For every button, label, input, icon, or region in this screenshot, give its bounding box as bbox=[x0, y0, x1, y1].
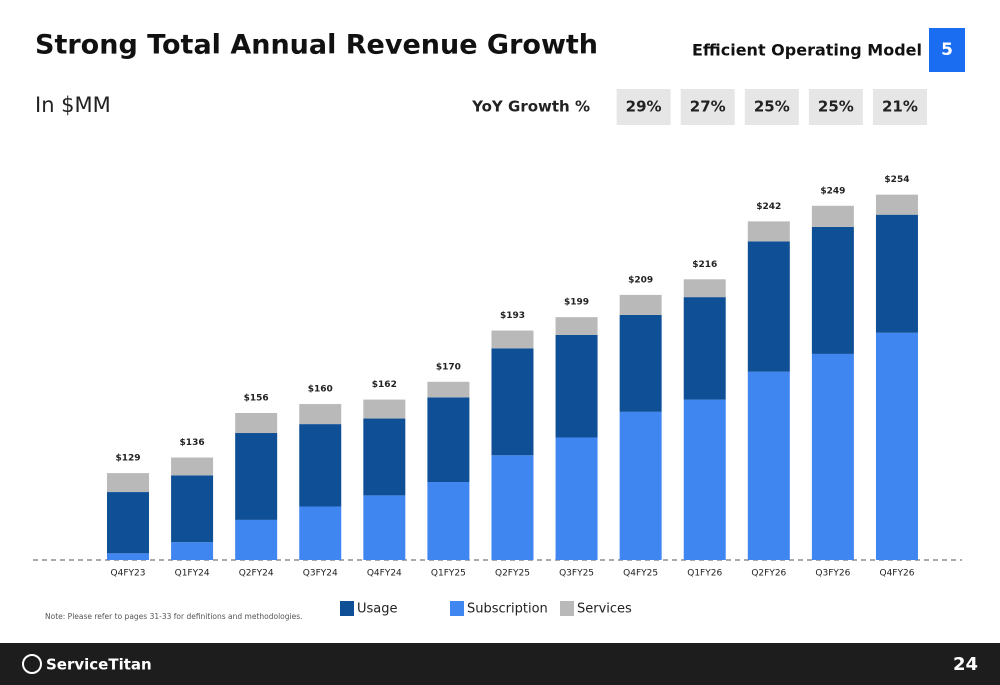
x-tick-label: Q4FY23 bbox=[111, 569, 146, 579]
bar-segment bbox=[875, 332, 918, 560]
bar-segment bbox=[299, 506, 342, 560]
x-tick-label: Q2FY26 bbox=[751, 569, 786, 579]
total-label: $249 bbox=[820, 186, 845, 196]
bar-segment bbox=[747, 241, 790, 372]
total-label: $216 bbox=[692, 260, 717, 270]
bar-segment bbox=[363, 495, 406, 560]
total-label: $156 bbox=[244, 393, 269, 403]
total-label: $170 bbox=[436, 362, 461, 372]
x-tick-label: Q3FY26 bbox=[815, 569, 850, 579]
x-tick-label: Q3FY24 bbox=[303, 569, 338, 579]
bar-segment bbox=[491, 330, 534, 349]
bar-segment bbox=[491, 348, 534, 456]
bar-segment bbox=[555, 437, 598, 560]
x-tick-label: Q1FY24 bbox=[175, 569, 210, 579]
bar-segment bbox=[811, 226, 854, 354]
total-label: $209 bbox=[628, 275, 653, 285]
bar-segment bbox=[555, 334, 598, 438]
bar-segment bbox=[619, 314, 662, 412]
x-tick-label: Q1FY26 bbox=[687, 569, 722, 579]
bar-segment bbox=[427, 381, 470, 398]
legend-swatch bbox=[560, 601, 574, 616]
total-label: $160 bbox=[308, 385, 333, 395]
total-label: $129 bbox=[115, 454, 140, 464]
bar-segment bbox=[427, 482, 470, 560]
bar-segment bbox=[299, 424, 342, 507]
yoy-value: 27% bbox=[690, 98, 726, 116]
section-title: Efficient Operating Model bbox=[692, 41, 922, 60]
bar-segment bbox=[107, 473, 149, 493]
brand: ServiceTitan bbox=[46, 656, 152, 674]
legend-swatch bbox=[340, 601, 354, 616]
bar-segment bbox=[555, 317, 598, 335]
yoy-box bbox=[744, 89, 799, 125]
bar-segment bbox=[619, 411, 662, 560]
title: Strong Total Annual Revenue Growth bbox=[35, 30, 598, 61]
bar-segment bbox=[235, 433, 278, 520]
x-tick-label: Q4FY26 bbox=[879, 569, 914, 579]
bar-segment bbox=[363, 418, 406, 496]
note: Note: Please refer to pages 31-33 for de… bbox=[45, 612, 303, 621]
bar-segment bbox=[875, 194, 918, 215]
subtitle: In $MM bbox=[35, 93, 111, 117]
page-number: 24 bbox=[953, 654, 978, 675]
yoy-label: YoY Growth % bbox=[471, 98, 590, 116]
yoy-value: 25% bbox=[818, 98, 854, 116]
bar-segment bbox=[747, 371, 790, 560]
bar-segment bbox=[235, 519, 278, 560]
bar-segment bbox=[619, 294, 662, 315]
x-tick-label: Q1FY25 bbox=[431, 569, 466, 579]
legend-label: Usage bbox=[357, 602, 398, 617]
bar-segment bbox=[491, 455, 534, 560]
x-tick-label: Q2FY25 bbox=[495, 569, 530, 579]
yoy-value: 21% bbox=[882, 98, 918, 116]
x-tick-label: Q2FY24 bbox=[239, 569, 274, 579]
yoy-box bbox=[616, 89, 671, 125]
total-label: $242 bbox=[756, 202, 781, 212]
bar-segment bbox=[171, 542, 214, 560]
bar-segment bbox=[171, 475, 214, 543]
section-badge bbox=[929, 28, 965, 72]
bar-segment bbox=[811, 353, 854, 560]
legend-label: Services bbox=[577, 602, 632, 617]
legend-swatch bbox=[450, 601, 464, 616]
total-label: $254 bbox=[884, 175, 909, 185]
bar-segment bbox=[299, 404, 342, 425]
bar-segment bbox=[683, 399, 726, 560]
bar-segment bbox=[427, 397, 470, 483]
yoy-box bbox=[680, 89, 735, 125]
bar-segment bbox=[171, 457, 214, 476]
bar-segment bbox=[107, 553, 149, 560]
yoy-value: 25% bbox=[754, 98, 790, 116]
x-tick-label: Q4FY24 bbox=[367, 569, 402, 579]
yoy-box bbox=[872, 89, 927, 125]
footer-bar bbox=[0, 643, 1000, 685]
x-tick-label: Q4FY25 bbox=[623, 569, 658, 579]
total-label: $193 bbox=[500, 311, 525, 321]
section-number: 5 bbox=[941, 40, 953, 60]
logo-icon bbox=[22, 654, 42, 674]
bar-segment bbox=[811, 205, 854, 227]
total-label: $136 bbox=[180, 438, 205, 448]
x-tick-label: Q3FY25 bbox=[559, 569, 594, 579]
bar-segment bbox=[683, 279, 726, 298]
total-label: $199 bbox=[564, 298, 589, 308]
total-label: $162 bbox=[372, 380, 397, 390]
bar-segment bbox=[363, 399, 406, 419]
bar-segment bbox=[107, 492, 149, 554]
bar-segment bbox=[747, 221, 790, 242]
legend-label: Subscription bbox=[467, 602, 548, 617]
bar-segment bbox=[875, 214, 918, 333]
bar-segment bbox=[683, 297, 726, 400]
yoy-value: 29% bbox=[626, 98, 662, 116]
yoy-box bbox=[808, 89, 863, 125]
bar-segment bbox=[235, 412, 278, 434]
